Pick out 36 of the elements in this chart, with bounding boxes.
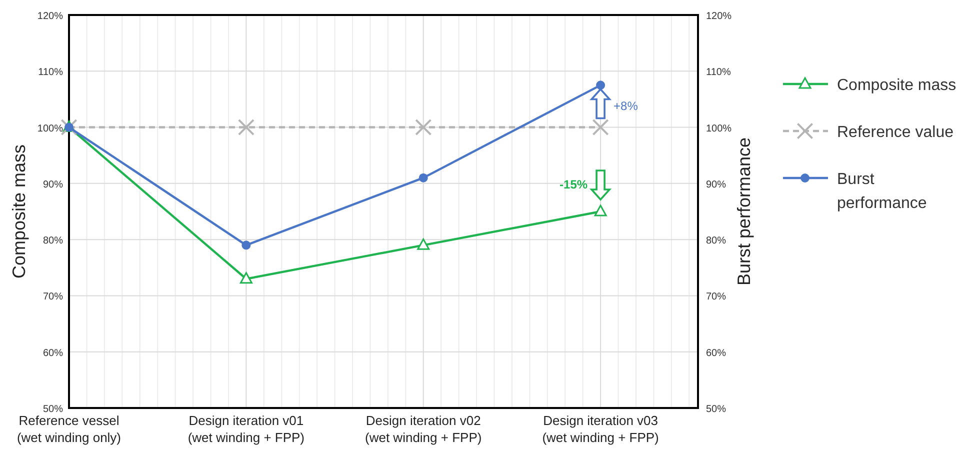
point — [594, 204, 607, 216]
point — [240, 272, 252, 284]
y-tick-label: 90% — [42, 179, 64, 190]
annotation: +8% — [614, 99, 638, 114]
y2-tick-label: 120% — [706, 11, 732, 22]
y2-tick-label: 80% — [706, 236, 726, 247]
y2-tick-label: 110% — [706, 67, 731, 78]
y2-tick-label: 70% — [706, 292, 726, 303]
legend-label: Reference value — [837, 124, 954, 141]
point — [242, 240, 251, 250]
y-tick-label: 110% — [38, 67, 64, 78]
x-tick-label: Design iteration v02 (wet winding + FPP) — [365, 413, 482, 445]
y2-axis-title: Burst performance — [734, 137, 754, 286]
point — [592, 119, 609, 136]
y-tick-label: 70% — [42, 292, 64, 303]
point — [596, 80, 606, 90]
y-tick-label: 80% — [42, 236, 64, 247]
x-tick-label: Reference vessel (wet winding only) — [16, 413, 122, 445]
point — [417, 238, 430, 250]
legend-label: Burst performance — [837, 171, 927, 212]
x-tick-label: Design iteration v03 (wet winding + FPP) — [542, 413, 659, 445]
y-tick-label: 100% — [37, 123, 64, 134]
y2-tick-label: 60% — [706, 348, 726, 359]
y-tick-label: 60% — [42, 348, 64, 359]
y-tick-label: 50% — [42, 404, 64, 415]
y2-tick-label: 100% — [706, 123, 732, 134]
y2-tick-label: 50% — [706, 404, 726, 415]
y2-tick-label: 90% — [706, 179, 726, 190]
y-tick-label: 120% — [37, 11, 64, 22]
point — [238, 119, 254, 136]
y-axis-title: Composite mass — [9, 144, 29, 279]
x-tick-label: Design iteration v01 (wet winding + FPP) — [188, 413, 305, 445]
legend-label: Composite mass — [837, 77, 956, 94]
point — [418, 173, 428, 182]
annotation: -15% — [560, 178, 588, 192]
point — [415, 119, 432, 136]
